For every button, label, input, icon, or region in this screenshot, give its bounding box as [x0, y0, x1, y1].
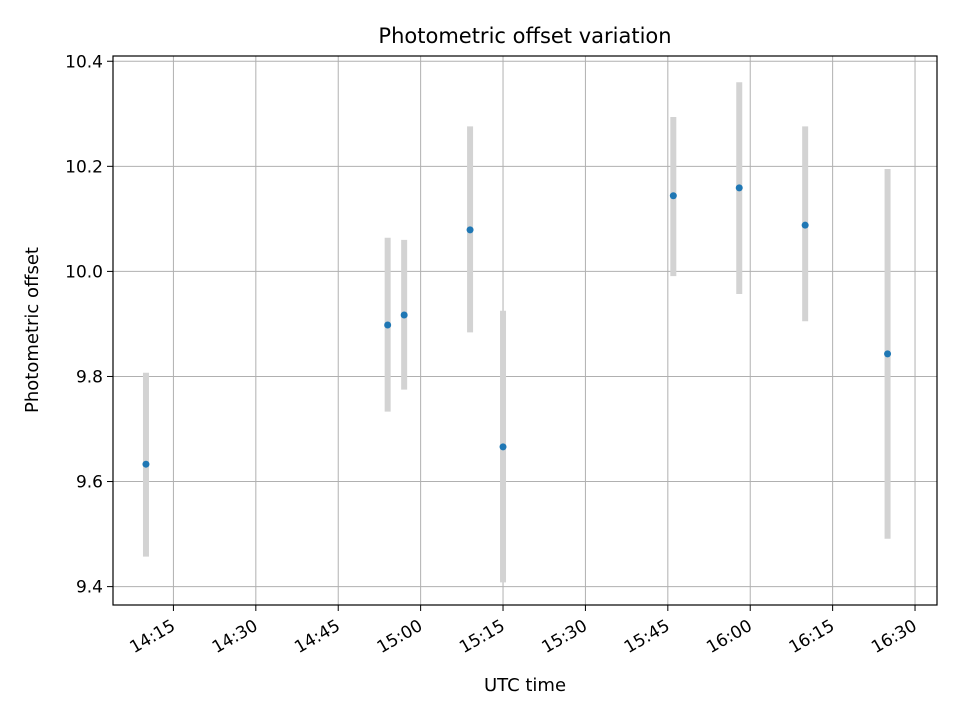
data-point — [400, 311, 408, 319]
plot-frame — [112, 55, 938, 606]
y-tick-label: 9.8 — [76, 367, 103, 387]
y-axis-ticks: 9.4 9.6 9.8 10.0 10.2 10.4 — [65, 52, 113, 598]
y-axis-title: Photometric offset — [22, 247, 43, 413]
x-tick-label: 15:30 — [538, 616, 590, 658]
x-tick-label: 16:15 — [786, 616, 838, 658]
x-tick-label: 16:00 — [703, 616, 755, 658]
data-points — [142, 184, 892, 468]
x-axis-ticks: 14:15 14:30 14:45 15:00 15:15 15:30 15:45 16:00… — [126, 605, 921, 658]
x-tick-label: 14:45 — [291, 616, 343, 658]
data-point — [884, 350, 892, 358]
y-tick-label: 10.0 — [65, 262, 103, 282]
y-tick-label: 9.6 — [76, 473, 103, 493]
grid — [113, 56, 937, 605]
error-bars — [142, 82, 891, 583]
y-tick-label: 10.2 — [65, 157, 103, 177]
data-point — [384, 321, 392, 329]
y-tick-label: 9.4 — [76, 578, 103, 598]
data-point — [735, 184, 743, 192]
x-tick-label: 15:00 — [374, 616, 426, 658]
x-tick-label: 14:15 — [126, 616, 178, 658]
data-point — [669, 192, 677, 200]
x-axis-title: UTC time — [484, 675, 566, 696]
y-tick-label: 10.4 — [65, 52, 103, 72]
x-tick-label: 15:15 — [456, 616, 508, 658]
x-tick-label: 14:30 — [209, 616, 261, 658]
data-point — [499, 443, 507, 451]
x-tick-label: 16:30 — [868, 616, 920, 658]
x-tick-label: 15:45 — [621, 616, 673, 658]
data-point — [801, 221, 809, 229]
chart-title: Photometric offset variation — [378, 24, 671, 48]
data-point — [466, 226, 474, 234]
data-point — [142, 460, 150, 468]
